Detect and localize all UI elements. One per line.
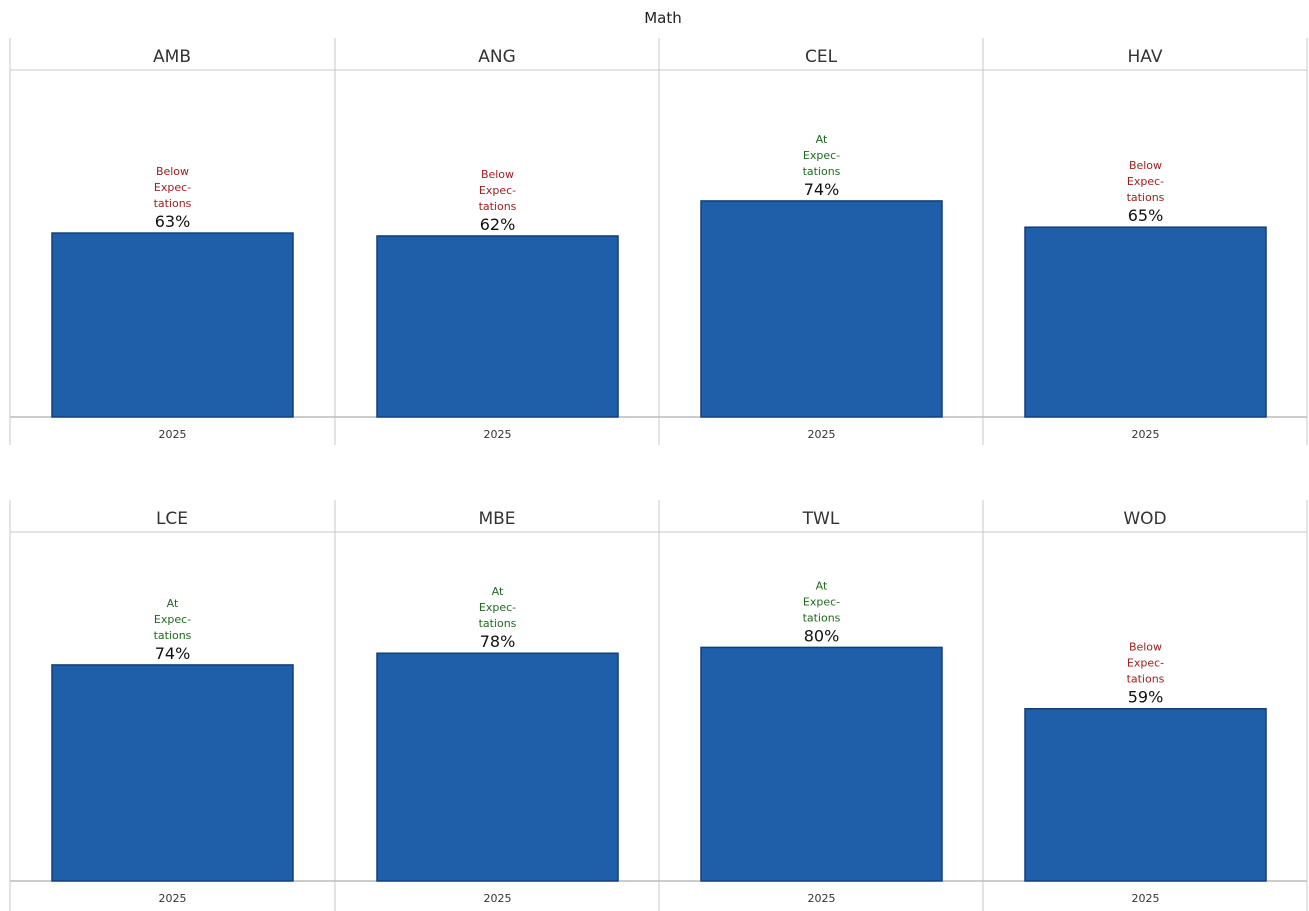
bar — [700, 646, 943, 882]
status-label: At — [816, 579, 828, 592]
panel-title: ANG — [478, 47, 516, 67]
status-label: tations — [479, 617, 517, 630]
x-tick-label: 2025 — [1132, 892, 1160, 905]
status-label: Expec- — [154, 613, 191, 626]
panel-title: TWL — [802, 509, 840, 529]
data-label: 65% — [1128, 206, 1164, 225]
bar — [51, 232, 294, 418]
data-label: 78% — [480, 632, 516, 651]
status-label: Expec- — [154, 181, 191, 194]
status-label: At — [816, 133, 828, 146]
data-label: 80% — [804, 626, 840, 645]
status-label: At — [492, 585, 504, 598]
bar — [376, 235, 619, 418]
bar — [376, 652, 619, 882]
data-label: 74% — [155, 644, 191, 663]
panel-hav: HAV 65% Below Expec-tations 2025 — [1024, 47, 1267, 441]
status-label: Expec- — [479, 601, 516, 614]
status-label: tations — [803, 165, 841, 178]
data-label: 62% — [480, 215, 516, 234]
status-label: tations — [1127, 191, 1165, 204]
status-label: tations — [803, 611, 841, 624]
data-label: 59% — [1128, 688, 1164, 707]
status-label: Expec- — [803, 149, 840, 162]
data-label: 63% — [155, 212, 191, 231]
data-label: 74% — [804, 180, 840, 199]
panel-title: MBE — [478, 509, 515, 529]
panel-twl: TWL 80% At Expec-tations 2025 — [700, 509, 943, 905]
status-label: Below — [156, 165, 189, 178]
status-label: Expec- — [479, 184, 516, 197]
panel-wod: WOD 59% Below Expec-tations 2025 — [1024, 509, 1267, 905]
status-label: Expec- — [803, 595, 840, 608]
status-label: Expec- — [1127, 657, 1164, 670]
status-label: At — [167, 597, 179, 610]
x-tick-label: 2025 — [159, 428, 187, 441]
status-label: Below — [1129, 641, 1162, 654]
x-tick-label: 2025 — [808, 892, 836, 905]
status-label: Expec- — [1127, 175, 1164, 188]
small-multiples: AMB 63% Below Expec-tations 2025 ANG 62% Below E… — [51, 47, 1267, 905]
panel-title: HAV — [1128, 47, 1163, 67]
panel-amb: AMB 63% Below Expec-tations 2025 — [51, 47, 294, 441]
panel-mbe: MBE 78% At Expec-tations 2025 — [376, 509, 619, 905]
bar — [1024, 226, 1267, 418]
panel-ang: ANG 62% Below Expec-tations 2025 — [376, 47, 619, 441]
panel-title: LCE — [156, 509, 188, 529]
bar — [51, 664, 294, 882]
x-tick-label: 2025 — [484, 892, 512, 905]
panel-title: AMB — [153, 47, 191, 67]
panel-lce: LCE 74% At Expec-tations 2025 — [51, 509, 294, 905]
panel-title: WOD — [1123, 509, 1166, 529]
panel-title: CEL — [805, 47, 838, 67]
bar — [1024, 707, 1267, 882]
status-label: Below — [1129, 159, 1162, 172]
status-label: tations — [479, 200, 517, 213]
status-label: tations — [1127, 673, 1165, 686]
x-tick-label: 2025 — [1132, 428, 1160, 441]
panel-cel: CEL 74% At Expec-tations 2025 — [700, 47, 943, 441]
status-label: Below — [481, 168, 514, 181]
bar — [700, 200, 943, 418]
chart-title: Math — [644, 9, 682, 27]
status-label: tations — [154, 629, 192, 642]
status-label: tations — [154, 197, 192, 210]
x-tick-label: 2025 — [159, 892, 187, 905]
x-tick-label: 2025 — [808, 428, 836, 441]
x-tick-label: 2025 — [484, 428, 512, 441]
